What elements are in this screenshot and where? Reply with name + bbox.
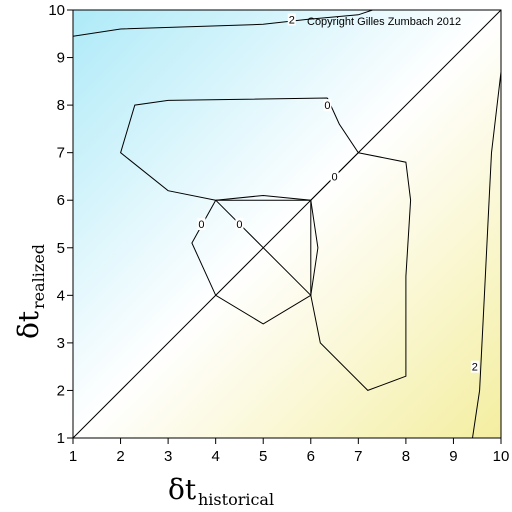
contour-label-bg-2 [197,218,206,230]
contour-label-0: 0 [324,100,330,112]
x-tick-label-1: 2 [116,448,124,465]
x-tick-label-3: 4 [211,448,219,465]
y-tick-label-3: 4 [57,287,65,304]
y-tick-label-9: 10 [48,2,65,19]
contour-label-5: 2 [472,362,478,374]
contour-line-0 [120,97,359,201]
x-tick-label-9: 10 [493,448,510,465]
y-tick-label-7: 8 [57,97,65,114]
contour-line-4 [73,10,373,37]
x-axis-symbol: δt [168,473,197,506]
contour-line-5 [472,71,501,438]
x-tick-label-7: 8 [402,448,410,465]
y-tick-label-6: 7 [57,145,65,162]
y-axis-symbol: δt [12,310,45,339]
contour-label-3: 0 [236,219,242,231]
x-axis-subscript: historical [198,490,274,509]
contour-line-1 [310,152,412,391]
y-tick-label-8: 9 [57,50,65,67]
x-tick-label-0: 1 [69,448,77,465]
contour-line-3 [215,199,312,296]
x-tick-label-5: 6 [307,448,315,465]
contour-label-2: 0 [198,219,204,231]
contour-label-bg-5 [470,360,479,373]
contour-label-bg-1 [330,170,339,183]
y-tick-label-1: 2 [57,382,65,399]
x-tick-label-4: 5 [259,448,267,465]
contour-label-bg-0 [323,99,332,112]
copyright-text: Copyright Gilles Zumbach 2012 [307,16,461,28]
contour-label-bg-3 [235,218,244,230]
x-tick-label-8: 9 [449,448,457,465]
x-tick-label-2: 3 [164,448,172,465]
y-tick-label-2: 3 [57,335,65,352]
y-tick-label-5: 6 [57,192,65,209]
x-tick-label-6: 7 [354,448,362,465]
y-axis-title: δt realized [12,244,48,339]
y-axis-subscript: realized [29,244,48,309]
contour-label-1: 0 [331,171,337,183]
x-axis-title: δt historical [168,473,274,509]
y-tick-label-4: 5 [57,240,65,257]
diagonal-line [73,10,501,438]
y-tick-label-0: 1 [57,430,65,447]
plot-frame [72,9,502,439]
contour-label-bg-4 [287,13,296,26]
contour-label-4: 2 [289,15,295,27]
